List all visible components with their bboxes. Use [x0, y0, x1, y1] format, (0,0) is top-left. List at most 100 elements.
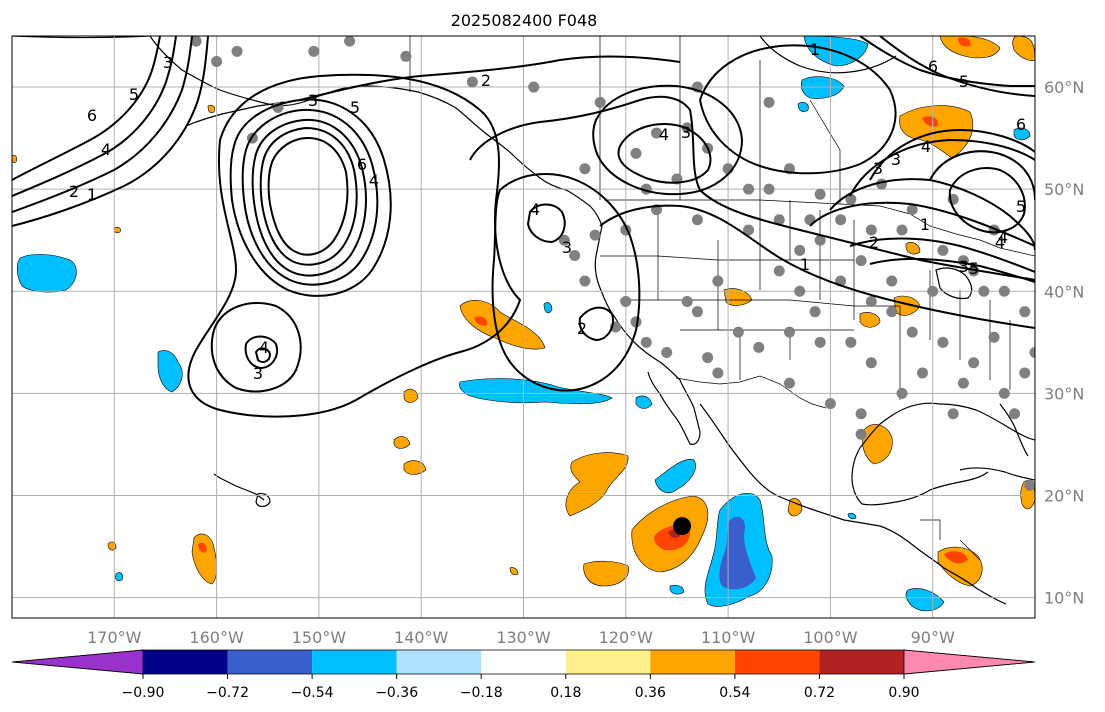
shade-positive-dakotas [859, 312, 881, 328]
station-point [886, 306, 898, 318]
station-point [579, 163, 591, 175]
contour-label: 5 [959, 72, 969, 91]
station-point [814, 336, 826, 348]
contour-outer-big [187, 73, 522, 418]
contour-label: 1 [87, 185, 97, 204]
station-point [957, 377, 969, 389]
lon-tick-label: 120°W [599, 628, 654, 647]
contour-mid-1 [829, 178, 1035, 251]
station-point [865, 357, 877, 369]
hawaii-big-island [255, 492, 271, 508]
lon-tick-label: 130°W [496, 628, 551, 647]
contour-hawaii-inner [254, 347, 272, 363]
contour-ne-5 [879, 36, 1035, 97]
shade-positive-central-america-core [944, 551, 968, 564]
shade-negative-small-5 [1013, 127, 1031, 141]
colorbar-extend-high [903, 649, 1036, 675]
station-point [1029, 347, 1035, 359]
florida-coast [999, 403, 1029, 457]
contour-label: 2 [577, 319, 587, 338]
station-point [988, 331, 1000, 343]
shade-negative-small-1 [543, 302, 553, 314]
lon-tick-label: 160°W [189, 628, 244, 647]
colorbar-tick-label: 0.90 [888, 685, 919, 701]
contour-label: 4 [530, 200, 540, 219]
contour-label: 3 [891, 150, 901, 169]
station-point [896, 387, 908, 399]
contour-nw-6 [12, 36, 161, 181]
station-point [814, 234, 826, 246]
station-point [855, 408, 867, 420]
canada-province-lines [599, 36, 841, 204]
station-point [1024, 479, 1035, 491]
station-point [691, 214, 703, 226]
contour-label: 6 [87, 106, 97, 125]
contour-label: 2 [481, 71, 491, 90]
aleutian-chain [185, 101, 285, 127]
station-point [978, 285, 990, 297]
station-point [763, 96, 775, 108]
lon-tick-label: 100°W [803, 628, 858, 647]
contour-low-central-4 [259, 126, 358, 266]
station-point [344, 36, 356, 47]
contour-label: 5 [969, 259, 979, 278]
central-america-borders [920, 519, 981, 561]
shade-positive-ne-top-core [958, 37, 971, 47]
storm-center-marker [673, 517, 692, 536]
colorbar-extend-low [11, 649, 144, 675]
shade-negative-small-6 [797, 102, 809, 112]
contour-nw-3 [12, 36, 209, 227]
shade-negative-small-7 [669, 584, 685, 595]
station-point [794, 244, 806, 256]
station-point [783, 377, 795, 389]
station-point [712, 275, 724, 287]
contour-ca-coast [578, 306, 614, 342]
contour-nw-5 [12, 36, 177, 197]
colorbar-tick-label: 0.18 [550, 685, 581, 701]
colorbar-swatch [650, 650, 735, 674]
shade-positive-hawaii-s-core [198, 542, 207, 553]
lat-tick-label: 40°N [1044, 282, 1084, 301]
cuba [959, 467, 1035, 481]
us-mexico-border [675, 375, 827, 409]
station-point [702, 352, 714, 364]
station-point [308, 45, 320, 57]
contour-ne-low-2 [929, 150, 1035, 201]
shade-negative-ca-offshore [459, 378, 613, 405]
lat-tick-label: 30°N [1044, 384, 1084, 403]
colorbar-tick-label: 0.54 [719, 685, 750, 701]
anomaly-shading [12, 36, 1035, 612]
contour-label: 1 [920, 215, 930, 234]
lat-tick-label: 60°N [1044, 78, 1084, 97]
shade-positive-small-9 [207, 104, 215, 114]
colorbar: −0.90 −0.72 −0.54 −0.36 −0.18 0.18 0.36 0.54 0.7… [11, 649, 1036, 701]
station-point [558, 234, 570, 246]
station-point [783, 326, 795, 338]
contour-label: 3 [308, 91, 318, 110]
contour-label: 6 [928, 57, 938, 76]
contour-canada-3 [592, 84, 744, 196]
lat-tick-label: 10°N [1044, 589, 1084, 608]
station-point [835, 214, 847, 226]
political-borders [409, 36, 1035, 561]
station-point [845, 336, 857, 348]
hawaii-islands [213, 473, 265, 501]
station-point [190, 36, 202, 47]
colorbar-swatch [396, 650, 482, 674]
contour-alaska-2 [299, 55, 681, 101]
colorbar-tick-label: −0.90 [122, 685, 165, 701]
colorbar-swatch [312, 650, 397, 674]
contour-label: 3 [253, 364, 263, 383]
station-point [916, 367, 928, 379]
shade-positive-small-10 [12, 155, 18, 163]
station-point [620, 295, 632, 307]
station-point [968, 357, 980, 369]
contour-low-central-5 [267, 136, 349, 256]
contour-low-central-3 [251, 118, 367, 277]
station-point [743, 183, 755, 195]
station-point [400, 50, 412, 62]
lon-tick-label: 140°W [394, 628, 449, 647]
station-point [753, 341, 765, 353]
yucatan-coast [861, 471, 989, 506]
shade-negative-small-4 [115, 572, 123, 582]
